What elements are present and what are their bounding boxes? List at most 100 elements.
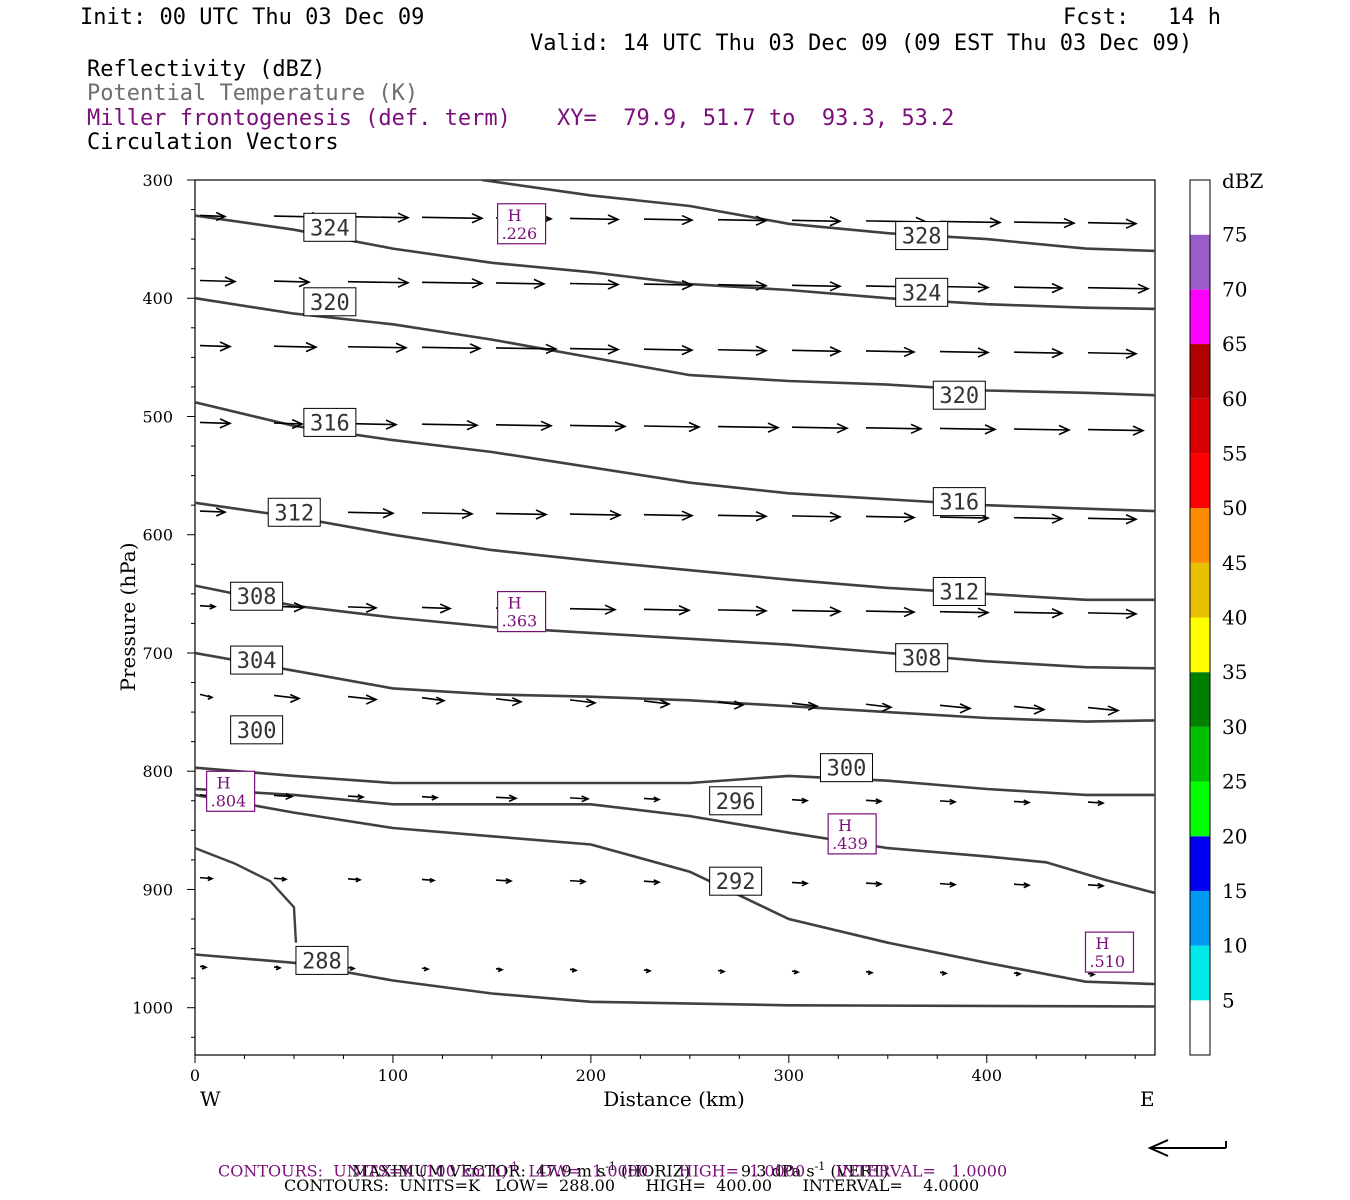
vector-head — [431, 794, 439, 801]
circulation-vector — [569, 214, 620, 225]
colorbar-swatch — [1190, 781, 1210, 837]
circulation-vector — [1087, 608, 1138, 620]
vector-shaft — [643, 348, 693, 351]
theta-label-text: 324 — [902, 281, 942, 306]
vector-shaft — [643, 700, 670, 705]
vector-shaft — [1087, 351, 1137, 355]
vector-head — [659, 699, 671, 709]
circulation-vector — [199, 211, 227, 222]
vector-shaft — [569, 347, 619, 351]
vector-head — [435, 696, 446, 705]
vector-shaft — [421, 281, 483, 285]
colorbar-swatch — [1190, 453, 1210, 509]
colorbar-level-label: 15 — [1222, 879, 1247, 903]
circulation-vector — [643, 421, 701, 433]
circulation-vector — [199, 341, 232, 352]
vector-head — [1023, 799, 1031, 806]
vector-shaft — [1013, 351, 1063, 354]
vector-shaft — [273, 280, 310, 283]
vector-shaft — [1087, 286, 1149, 290]
vector-head — [1125, 514, 1138, 525]
vector-head — [215, 211, 227, 222]
circulation-vector — [1087, 971, 1096, 978]
theta-label: 312 — [932, 576, 986, 606]
circulation-vector — [421, 966, 430, 972]
circulation-vector — [791, 969, 800, 975]
vector-head — [355, 877, 362, 883]
circulation-vector — [347, 602, 378, 614]
plot-frame — [194, 179, 1156, 1056]
circulation-vector — [791, 346, 842, 357]
vector-shaft — [495, 347, 557, 350]
circulation-vector — [791, 216, 842, 227]
circulation-vector — [495, 343, 558, 355]
circulation-vector — [273, 276, 311, 288]
vector-head — [305, 341, 318, 353]
vector-head — [291, 418, 304, 430]
circulation-vector — [495, 877, 513, 885]
vector-head — [1097, 799, 1105, 807]
vector-head — [607, 344, 620, 355]
circulation-vector — [643, 699, 671, 709]
vector-head — [511, 697, 523, 707]
vector-shaft — [1087, 428, 1144, 432]
x-tick-label: 200 — [576, 1066, 607, 1085]
vector-shaft — [495, 512, 547, 516]
circulation-vector — [421, 278, 484, 289]
vector-head — [289, 693, 301, 704]
frontogenesis-high-box — [496, 590, 547, 633]
circulation-vector — [1013, 971, 1022, 977]
frontogenesis-high-label: H — [217, 773, 231, 792]
theta-label-box — [303, 287, 357, 317]
vector-shaft — [273, 694, 300, 700]
theta-label-text: 320 — [939, 384, 979, 409]
circulation-vector — [495, 420, 553, 432]
circulation-vector — [421, 603, 452, 614]
circulation-vector — [1087, 705, 1120, 716]
vector-head — [382, 508, 395, 519]
colorbar-swatch — [1190, 180, 1210, 235]
vector-shaft — [1013, 221, 1075, 224]
vector-shaft — [1013, 428, 1070, 431]
vert-exponent: -1 — [814, 1160, 826, 1173]
y-tick-label: 500 — [142, 407, 173, 426]
vector-head — [1015, 971, 1022, 977]
frontogenesis-high: H.510 — [1084, 931, 1135, 973]
theta-label-text: 308 — [237, 585, 277, 610]
circulation-vector — [939, 798, 957, 805]
vector-shaft — [569, 607, 616, 611]
vector-head — [207, 694, 214, 700]
theta-label: 316 — [932, 487, 986, 517]
circulation-vector — [421, 794, 439, 801]
vector-head — [585, 698, 597, 708]
theta-label-text: 300 — [827, 757, 867, 782]
vector-head — [219, 341, 232, 352]
circulation-vector — [643, 796, 661, 803]
vector-head — [545, 343, 558, 355]
vector-head — [224, 276, 237, 287]
vector-shaft — [199, 421, 231, 425]
theta-label-text: 320 — [310, 291, 350, 316]
vector-head — [604, 604, 617, 615]
vector-shaft — [347, 215, 409, 219]
vector-shaft — [939, 882, 956, 886]
circulation-vector — [865, 606, 916, 618]
vector-head — [607, 279, 620, 290]
cross-section-xy: XY= 79.9, 51.7 to 93.3, 53.2 — [557, 106, 955, 131]
vector-shaft — [791, 349, 841, 353]
theta-label-box — [895, 277, 949, 307]
vector-shaft — [939, 800, 956, 803]
vector-shaft — [643, 608, 690, 612]
vector-shaft — [939, 704, 971, 710]
vector-head — [1132, 425, 1145, 436]
theta-label-text: 296 — [716, 790, 756, 815]
vector-head — [281, 876, 288, 882]
theta-label-box — [819, 753, 873, 783]
vector-head — [293, 602, 306, 613]
theta-label-box — [303, 212, 357, 242]
circulation-vector — [495, 509, 548, 520]
vector-head — [719, 968, 726, 975]
theta-label-text: 312 — [939, 580, 979, 605]
colorbar-swatch — [1190, 836, 1210, 891]
colorbar-level-label: 45 — [1222, 551, 1247, 575]
